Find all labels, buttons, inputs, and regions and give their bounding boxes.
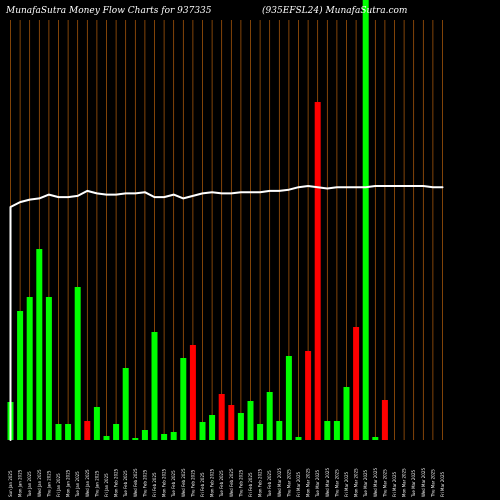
x-tick-label-10: Thu Jan 2025	[94, 470, 99, 498]
bar-19	[180, 358, 187, 440]
x-tick-label-27: Mon Feb 2025	[258, 468, 263, 497]
x-tick-label-1: Sun Jan 2025	[8, 470, 13, 497]
chart-title-left: MunafaSutra Money Flow Charts for 937335	[5, 6, 212, 16]
x-tick-label-44: Wed Mar 2025	[421, 468, 426, 497]
x-tick-label-6: Fri Jan 2025	[56, 473, 61, 497]
bar-10	[93, 407, 100, 440]
x-tick-label-8: Tue Jan 2025	[75, 471, 80, 498]
x-tick-label-5: Thu Jan 2025	[46, 470, 51, 498]
money-flow-bars	[7, 0, 388, 440]
x-tick-label-12: Mon Feb 2025	[114, 468, 119, 497]
bar-6	[55, 424, 62, 440]
price-line-layer	[9, 185, 444, 441]
x-tick-label-3: Tue Jan 2025	[27, 471, 32, 498]
x-tick-label-21: Fri Feb 2025	[200, 472, 205, 497]
bar-27	[257, 424, 264, 440]
x-tick-label-15: Thu Feb 2025	[142, 469, 147, 498]
x-tick-label-4: Wed Jan 2025	[37, 469, 42, 497]
bar-7	[65, 424, 72, 440]
bar-18	[170, 432, 177, 440]
bar-15	[141, 430, 148, 440]
x-tick-label-35: Thu Mar 2025	[334, 469, 339, 498]
x-tick-label-30: Thu Mar 2025	[286, 469, 291, 498]
bar-2	[17, 311, 24, 440]
x-tick-label-39: Wed Mar 2025	[373, 468, 378, 497]
bar-8	[74, 287, 81, 440]
bar-31	[295, 437, 302, 440]
bar-14	[132, 438, 139, 440]
bar-33	[314, 102, 321, 440]
bar-9	[84, 421, 91, 440]
bar-5	[45, 297, 52, 440]
x-tick-label-37: Mon Mar 2025	[354, 468, 359, 497]
x-tick-label-13: Tue Feb 2025	[123, 470, 128, 498]
bar-12	[113, 424, 120, 440]
x-tick-label-9: Wed Jan 2025	[85, 469, 90, 497]
x-tick-label-22: Mon Feb 2025	[210, 468, 215, 497]
x-tick-label-26: Fri Feb 2025	[248, 472, 253, 497]
bar-32	[305, 351, 312, 440]
x-tick-label-36: Fri Mar 2025	[344, 472, 349, 497]
x-tick-label-32: Mon Mar 2025	[306, 468, 311, 497]
bar-28	[266, 392, 273, 440]
x-tick-label-38: Tue Mar 2025	[363, 469, 368, 498]
chart-title-right: (935EFSL24) MunafaSutra.com	[262, 5, 407, 16]
x-tick-label-41: Fri Mar 2025	[392, 472, 397, 497]
x-tick-label-45: Thu Mar 2025	[430, 469, 435, 498]
x-tick-label-18: Tue Feb 2025	[171, 470, 176, 498]
x-tick-label-16: Fri Feb 2025	[152, 472, 157, 497]
bar-35	[333, 421, 340, 440]
x-tick-label-23: Tue Feb 2025	[219, 470, 224, 498]
x-tick-label-7: Mon Jan 2025	[66, 469, 71, 497]
x-tick-label-17: Mon Feb 2025	[162, 468, 167, 497]
x-tick-label-11: Fri Jan 2025	[104, 473, 109, 497]
bar-21	[199, 422, 206, 440]
x-tick-label-20: Thu Feb 2025	[190, 469, 195, 498]
bar-26	[247, 401, 254, 440]
x-tick-label-34: Wed Mar 2025	[325, 468, 330, 497]
x-tick-label-19: Wed Feb 2025	[181, 468, 186, 497]
bar-29	[276, 421, 283, 440]
bar-4	[36, 249, 43, 440]
bar-39	[372, 437, 379, 440]
bar-22	[209, 415, 216, 440]
x-tick-label-43: Tue Mar 2025	[411, 469, 416, 498]
x-tick-label-33: Tue Mar 2025	[315, 469, 320, 498]
x-tick-label-40: Thu Mar 2025	[382, 469, 387, 498]
x-tick-label-42: Mon Mar 2025	[402, 468, 407, 497]
bar-36	[343, 387, 350, 440]
bar-24	[228, 405, 235, 440]
price-line	[9, 185, 444, 441]
x-tick-label-29: Wed Mar 2025	[277, 468, 282, 497]
x-tick-label-24: Wed Feb 2025	[229, 468, 234, 497]
x-tick-label-46: Fri Mar 2025	[440, 472, 445, 497]
x-tick-label-28: Tue Feb 2025	[267, 470, 272, 498]
bar-11	[103, 436, 110, 440]
bar-17	[161, 434, 168, 440]
bar-40	[381, 400, 388, 440]
x-tick-label-25: Thu Feb 2025	[238, 469, 243, 498]
x-axis-ticks: Sun Jan 2025 Mon Jan 2025 Tue Jan 2025 Wed …	[8, 468, 445, 498]
bar-34	[324, 421, 331, 440]
x-tick-label-14: Wed Feb 2025	[133, 468, 138, 497]
x-tick-label-31: Fri Mar 2025	[296, 472, 301, 497]
bar-25	[237, 413, 244, 440]
bar-23	[218, 394, 225, 440]
bar-30	[285, 356, 292, 440]
bar-3	[26, 297, 33, 440]
x-tick-label-2: Mon Jan 2025	[18, 469, 23, 497]
bar-16	[151, 332, 158, 440]
bar-13	[122, 368, 129, 440]
bar-37	[353, 327, 360, 440]
bar-38	[362, 0, 369, 440]
bar-20	[189, 345, 196, 440]
